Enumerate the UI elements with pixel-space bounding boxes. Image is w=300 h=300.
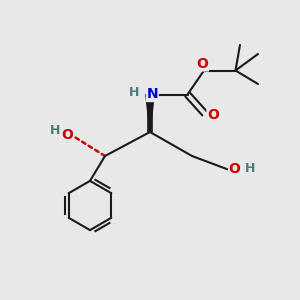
Text: O: O [207,108,219,122]
Text: O: O [61,128,74,142]
Polygon shape [146,94,154,132]
Text: N: N [147,88,158,101]
Text: H: H [50,124,60,137]
Text: H: H [129,85,140,99]
Text: O: O [229,162,241,176]
Text: O: O [196,57,208,71]
Text: H: H [244,162,255,176]
